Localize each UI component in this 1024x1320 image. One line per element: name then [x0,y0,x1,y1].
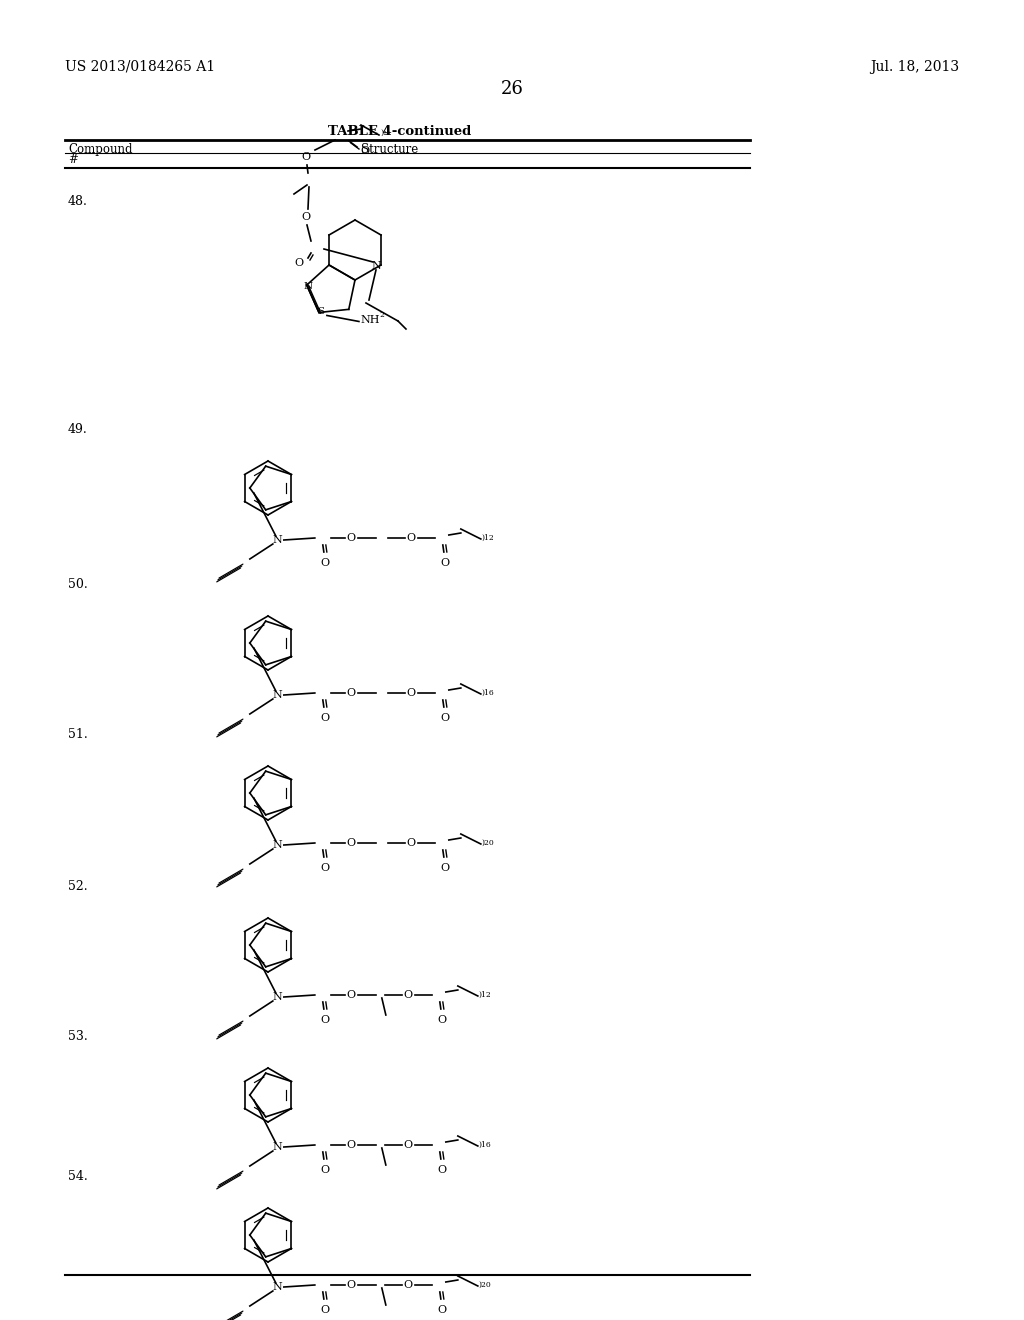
Text: O: O [403,990,413,1001]
Text: )₂₀: )₂₀ [380,129,390,137]
Text: N: N [273,840,283,850]
Text: 53.: 53. [68,1030,88,1043]
Text: O: O [440,713,450,723]
Text: Compound: Compound [68,143,132,156]
Text: O: O [437,1305,446,1315]
Text: O: O [321,558,330,568]
Text: O: O [346,1140,355,1150]
Text: O: O [440,558,450,568]
Text: N: N [273,1142,283,1152]
Text: 2: 2 [380,312,385,319]
Text: O: O [437,1166,446,1175]
Text: N: N [273,690,283,700]
Text: )20: )20 [479,1280,492,1290]
Text: O: O [403,1140,413,1150]
Text: Jul. 18, 2013: Jul. 18, 2013 [870,59,959,74]
Text: )16: )16 [479,1140,492,1148]
Text: N: N [371,261,381,271]
Text: 52.: 52. [68,880,88,894]
Text: O: O [346,1280,355,1290]
Text: O: O [440,863,450,873]
Text: #: # [68,153,78,166]
Text: O: O [321,1015,330,1026]
Text: )20: )20 [482,840,495,847]
Text: N: N [273,535,283,545]
Text: O: O [321,1166,330,1175]
Text: N: N [273,1282,283,1292]
Text: S: S [317,308,325,315]
Text: O: O [295,257,303,268]
Text: 51.: 51. [68,729,88,741]
Text: 26: 26 [501,81,523,98]
Text: N: N [273,993,283,1002]
Text: N: N [303,281,312,290]
Text: )16: )16 [482,689,495,697]
Text: O: O [346,688,355,698]
Text: O: O [321,1305,330,1315]
Text: O: O [437,1015,446,1026]
Text: O: O [321,713,330,723]
Text: O: O [407,838,416,847]
Text: Structure: Structure [361,143,419,156]
Text: 54.: 54. [68,1170,88,1183]
Text: 49.: 49. [68,422,88,436]
Text: O: O [360,147,370,156]
Text: O: O [346,990,355,1001]
Text: )12: )12 [479,991,492,999]
Text: US 2013/0184265 A1: US 2013/0184265 A1 [65,59,215,74]
Text: O: O [346,838,355,847]
Text: O: O [403,1280,413,1290]
Text: O: O [346,533,355,543]
Text: )12: )12 [482,535,495,543]
Text: O: O [407,533,416,543]
Text: O: O [301,152,310,162]
Text: O: O [407,688,416,698]
Text: NH: NH [360,315,381,326]
Text: 50.: 50. [68,578,88,591]
Text: 48.: 48. [68,195,88,209]
Text: O: O [301,213,310,222]
Text: TABLE 4-continued: TABLE 4-continued [329,125,472,139]
Text: O: O [321,863,330,873]
